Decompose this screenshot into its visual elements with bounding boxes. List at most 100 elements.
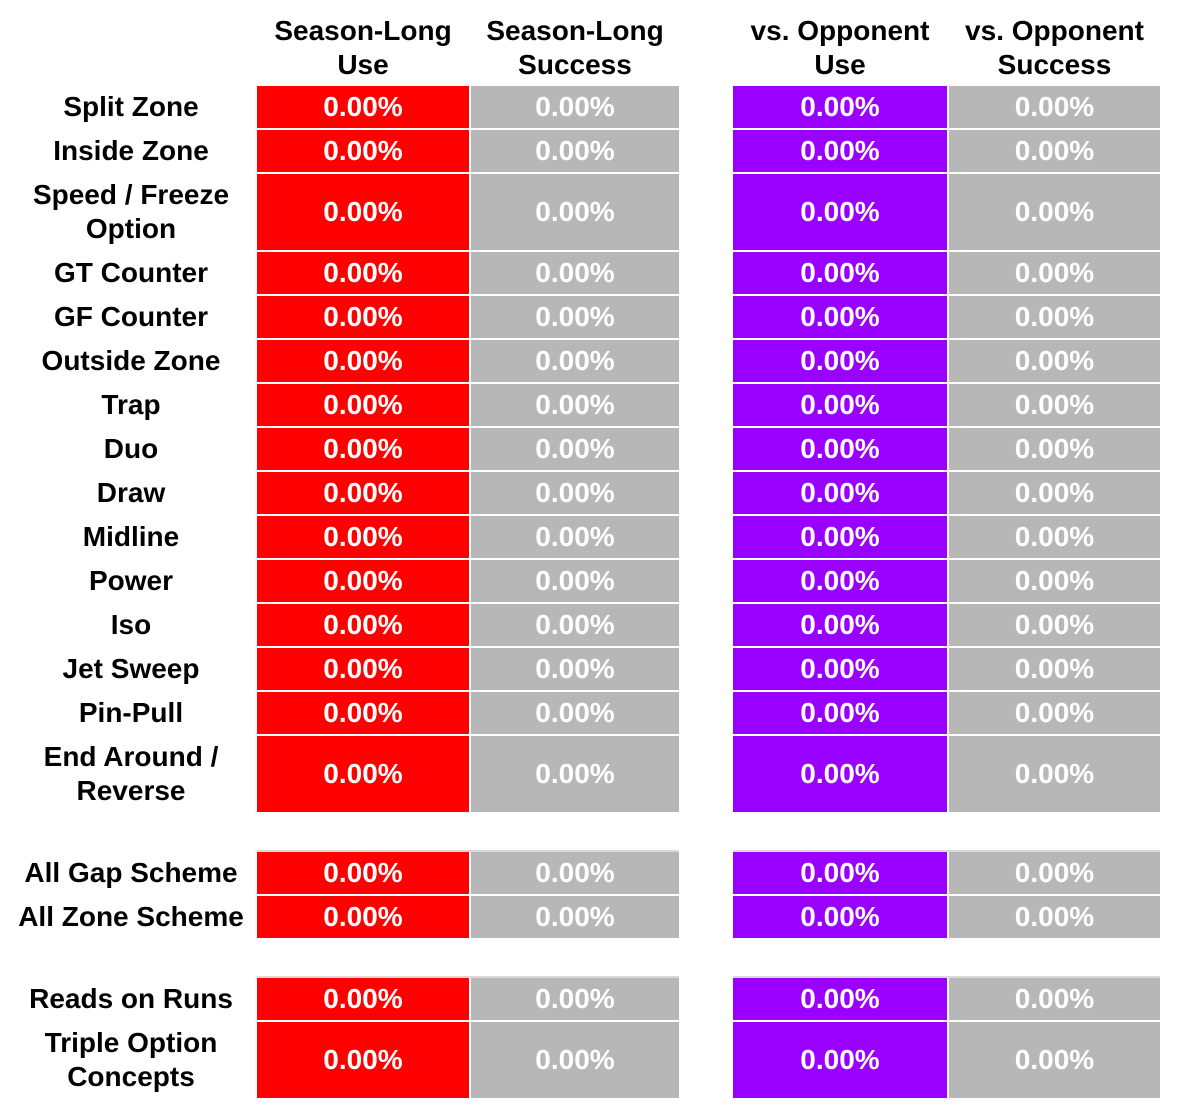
value-cell-reads-on-runs-vs-opponent-use: 0.00% (733, 978, 947, 1020)
value-cell-inside-zone-season-long-success: 0.00% (471, 130, 679, 172)
column-header-season-long-use: Season-Long Use (274, 15, 452, 80)
row-label-gt-counter: GT Counter (54, 257, 208, 288)
value-cell-draw-season-long-use: 0.00% (257, 472, 469, 514)
value-cell-end-around-reverse-season-long-success: 0.00% (471, 736, 679, 812)
value-cell-all-zone-scheme-season-long-success: 0.00% (471, 896, 679, 938)
value-cell-draw-vs-opponent-success: 0.00% (949, 472, 1160, 514)
value-cell-speed-freeze-option-season-long-use: 0.00% (257, 174, 469, 250)
value-cell-triple-option-concepts-vs-opponent-use: 0.00% (733, 1022, 947, 1098)
value-cell-reads-on-runs-season-long-use: 0.00% (257, 978, 469, 1020)
value-cell-iso-vs-opponent-success: 0.00% (949, 604, 1160, 646)
value-cell-iso-vs-opponent-use: 0.00% (733, 604, 947, 646)
value-cell-all-gap-scheme-vs-opponent-success: 0.00% (949, 852, 1160, 894)
value-cell-gf-counter-vs-opponent-success: 0.00% (949, 296, 1160, 338)
value-cell-speed-freeze-option-season-long-success: 0.00% (471, 174, 679, 250)
value-cell-speed-freeze-option-vs-opponent-success: 0.00% (949, 174, 1160, 250)
value-cell-triple-option-concepts-vs-opponent-success: 0.00% (949, 1022, 1160, 1098)
row-label-draw: Draw (96, 477, 166, 508)
value-cell-triple-option-concepts-season-long-success: 0.00% (471, 1022, 679, 1098)
value-cell-all-zone-scheme-vs-opponent-use: 0.00% (733, 896, 947, 938)
row-label-reads-on-runs: Reads on Runs (29, 983, 233, 1014)
value-cell-jet-sweep-season-long-success: 0.00% (471, 648, 679, 690)
value-cell-end-around-reverse-season-long-use: 0.00% (257, 736, 469, 812)
value-cell-midline-vs-opponent-use: 0.00% (733, 516, 947, 558)
value-cell-pin-pull-season-long-use: 0.00% (257, 692, 469, 734)
value-cell-duo-vs-opponent-use: 0.00% (733, 428, 947, 470)
row-label-inside-zone: Inside Zone (53, 135, 209, 166)
value-cell-gt-counter-season-long-use: 0.00% (257, 252, 469, 294)
row-label-all-gap-scheme: All Gap Scheme (24, 857, 238, 888)
value-cell-power-season-long-success: 0.00% (471, 560, 679, 602)
value-cell-gf-counter-season-long-use: 0.00% (257, 296, 469, 338)
value-cell-outside-zone-vs-opponent-success: 0.00% (949, 340, 1160, 382)
value-cell-power-vs-opponent-success: 0.00% (949, 560, 1160, 602)
value-cell-jet-sweep-vs-opponent-use: 0.00% (733, 648, 947, 690)
value-cell-all-zone-scheme-vs-opponent-success: 0.00% (949, 896, 1160, 938)
value-cell-all-gap-scheme-season-long-success: 0.00% (471, 852, 679, 894)
row-label-gf-counter: GF Counter (54, 301, 208, 332)
column-header-vs-opponent-use: vs. Opponent Use (750, 15, 930, 80)
row-label-power: Power (88, 565, 174, 596)
value-cell-inside-zone-vs-opponent-use: 0.00% (733, 130, 947, 172)
value-cell-trap-vs-opponent-success: 0.00% (949, 384, 1160, 426)
row-label-iso: Iso (110, 609, 152, 640)
value-cell-midline-season-long-use: 0.00% (257, 516, 469, 558)
value-cell-all-gap-scheme-vs-opponent-use: 0.00% (733, 852, 947, 894)
value-cell-gt-counter-vs-opponent-success: 0.00% (949, 252, 1160, 294)
value-cell-end-around-reverse-vs-opponent-use: 0.00% (733, 736, 947, 812)
value-cell-reads-on-runs-season-long-success: 0.00% (471, 978, 679, 1020)
value-cell-gt-counter-vs-opponent-use: 0.00% (733, 252, 947, 294)
group-separator (257, 976, 679, 978)
value-cell-outside-zone-season-long-success: 0.00% (471, 340, 679, 382)
value-cell-all-zone-scheme-season-long-use: 0.00% (257, 896, 469, 938)
value-cell-speed-freeze-option-vs-opponent-use: 0.00% (733, 174, 947, 250)
value-cell-gf-counter-vs-opponent-use: 0.00% (733, 296, 947, 338)
row-label-end-around-reverse: End Around / Reverse (43, 741, 219, 806)
row-label-split-zone: Split Zone (63, 91, 199, 122)
value-cell-inside-zone-vs-opponent-success: 0.00% (949, 130, 1160, 172)
value-cell-end-around-reverse-vs-opponent-success: 0.00% (949, 736, 1160, 812)
value-cell-gt-counter-season-long-success: 0.00% (471, 252, 679, 294)
group-separator (257, 850, 679, 852)
column-header-vs-opponent-success: vs. Opponent Success (965, 15, 1144, 80)
value-cell-power-season-long-use: 0.00% (257, 560, 469, 602)
value-cell-pin-pull-vs-opponent-use: 0.00% (733, 692, 947, 734)
value-cell-split-zone-vs-opponent-use: 0.00% (733, 86, 947, 128)
group-separator (733, 976, 1160, 978)
value-cell-draw-vs-opponent-use: 0.00% (733, 472, 947, 514)
value-cell-draw-season-long-success: 0.00% (471, 472, 679, 514)
group-separator (733, 850, 1160, 852)
value-cell-iso-season-long-success: 0.00% (471, 604, 679, 646)
row-label-speed-freeze-option: Speed / Freeze Option (32, 179, 230, 244)
value-cell-trap-season-long-success: 0.00% (471, 384, 679, 426)
value-cell-pin-pull-season-long-success: 0.00% (471, 692, 679, 734)
row-label-pin-pull: Pin-Pull (78, 697, 184, 728)
value-cell-trap-vs-opponent-use: 0.00% (733, 384, 947, 426)
value-cell-trap-season-long-use: 0.00% (257, 384, 469, 426)
value-cell-all-gap-scheme-season-long-use: 0.00% (257, 852, 469, 894)
value-cell-outside-zone-vs-opponent-use: 0.00% (733, 340, 947, 382)
value-cell-triple-option-concepts-season-long-use: 0.00% (257, 1022, 469, 1098)
row-label-outside-zone: Outside Zone (41, 345, 221, 376)
value-cell-power-vs-opponent-use: 0.00% (733, 560, 947, 602)
value-cell-split-zone-vs-opponent-success: 0.00% (949, 86, 1160, 128)
value-cell-split-zone-season-long-success: 0.00% (471, 86, 679, 128)
value-cell-gf-counter-season-long-success: 0.00% (471, 296, 679, 338)
row-label-triple-option-concepts: Triple Option Concepts (44, 1027, 218, 1092)
value-cell-duo-vs-opponent-success: 0.00% (949, 428, 1160, 470)
value-cell-duo-season-long-use: 0.00% (257, 428, 469, 470)
value-cell-iso-season-long-use: 0.00% (257, 604, 469, 646)
row-label-trap: Trap (101, 389, 161, 420)
value-cell-jet-sweep-vs-opponent-success: 0.00% (949, 648, 1160, 690)
value-cell-split-zone-season-long-use: 0.00% (257, 86, 469, 128)
column-header-season-long-success: Season-Long Success (486, 15, 664, 80)
value-cell-midline-vs-opponent-success: 0.00% (949, 516, 1160, 558)
row-label-duo: Duo (103, 433, 159, 464)
value-cell-reads-on-runs-vs-opponent-success: 0.00% (949, 978, 1160, 1020)
value-cell-pin-pull-vs-opponent-success: 0.00% (949, 692, 1160, 734)
row-label-midline: Midline (82, 521, 180, 552)
value-cell-jet-sweep-season-long-use: 0.00% (257, 648, 469, 690)
row-label-all-zone-scheme: All Zone Scheme (18, 901, 244, 932)
row-label-jet-sweep: Jet Sweep (62, 653, 200, 684)
